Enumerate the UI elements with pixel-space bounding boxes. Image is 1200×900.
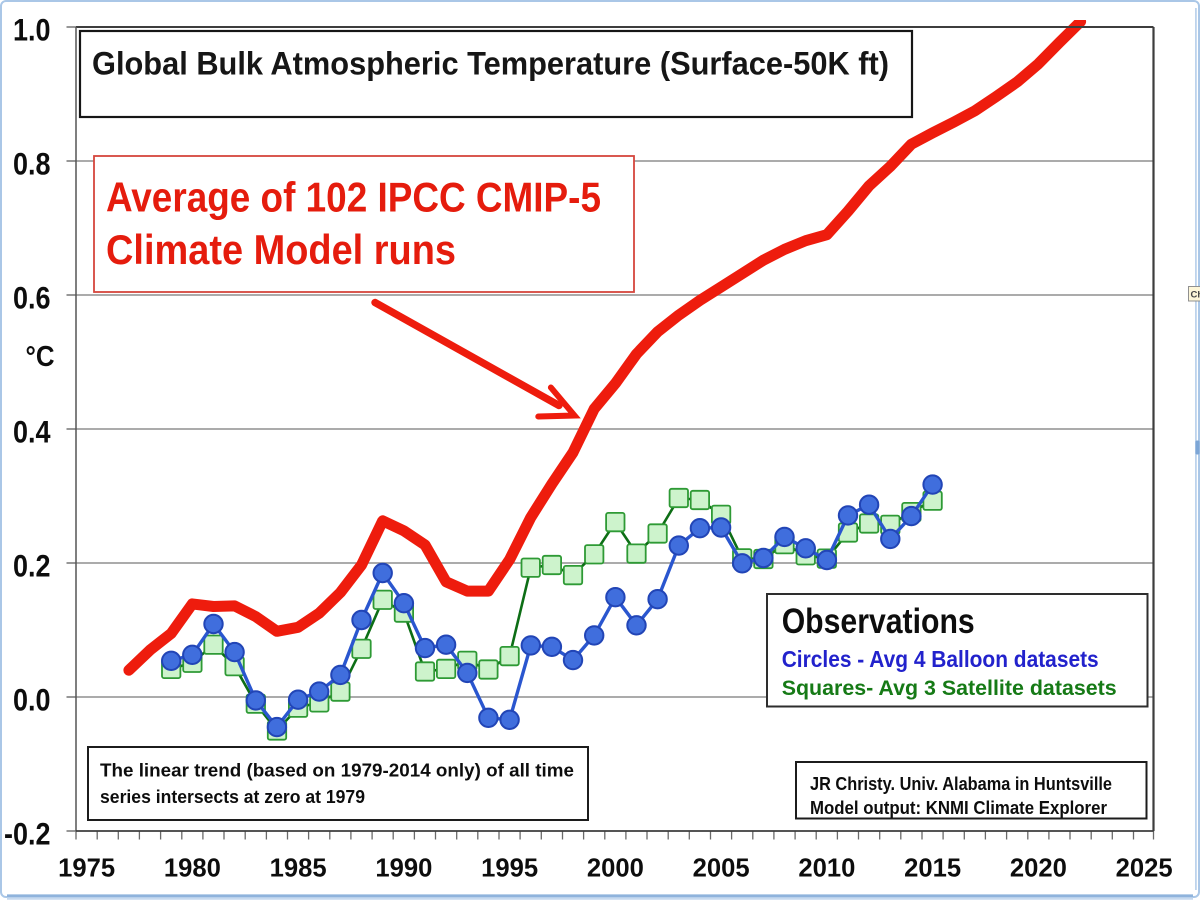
svg-text:0.6: 0.6 — [13, 280, 51, 316]
svg-text:Average of 102 IPCC CMIP-5: Average of 102 IPCC CMIP-5 — [106, 174, 601, 221]
svg-text:0.2: 0.2 — [13, 548, 51, 584]
svg-text:1995: 1995 — [481, 855, 538, 883]
svg-text:series intersects at zero at 1: series intersects at zero at 1979 — [100, 787, 365, 807]
svg-text:1980: 1980 — [164, 855, 221, 883]
svg-text:Climate Model runs: Climate Model runs — [106, 226, 456, 273]
svg-text:2005: 2005 — [693, 855, 750, 883]
svg-text:2020: 2020 — [1010, 855, 1067, 883]
svg-text:1985: 1985 — [270, 855, 327, 883]
svg-text:-0.2: -0.2 — [4, 816, 51, 852]
svg-text:2015: 2015 — [904, 855, 961, 883]
svg-text:2000: 2000 — [587, 855, 644, 883]
svg-text:Ch: Ch — [1191, 290, 1200, 301]
svg-text:1.0: 1.0 — [13, 12, 51, 48]
svg-text:0.4: 0.4 — [13, 414, 51, 450]
svg-text:The linear trend (based on 197: The linear trend (based on 1979-2014 onl… — [100, 761, 574, 781]
svg-text:Model output: KNMI Climate Exp: Model output: KNMI Climate Explorer — [810, 798, 1107, 818]
svg-text:Circles - Avg 4 Balloon datase: Circles - Avg 4 Balloon datasets — [782, 646, 1099, 672]
svg-text:JR Christy. Univ. Alabama in H: JR Christy. Univ. Alabama in Huntsville — [810, 774, 1112, 794]
svg-text:Global Bulk Atmospheric Temper: Global Bulk Atmospheric Temperature (Sur… — [92, 46, 889, 82]
svg-text:Squares- Avg 3 Satellite datas: Squares- Avg 3 Satellite datasets — [782, 676, 1117, 700]
svg-text:°C: °C — [26, 341, 55, 373]
svg-text:Observations: Observations — [782, 602, 975, 641]
svg-text:2025: 2025 — [1116, 855, 1173, 883]
svg-text:0.8: 0.8 — [13, 146, 51, 182]
svg-text:1975: 1975 — [58, 855, 115, 883]
svg-text:1990: 1990 — [375, 855, 432, 883]
svg-text:0.0: 0.0 — [13, 682, 51, 718]
svg-text:2010: 2010 — [798, 855, 855, 883]
